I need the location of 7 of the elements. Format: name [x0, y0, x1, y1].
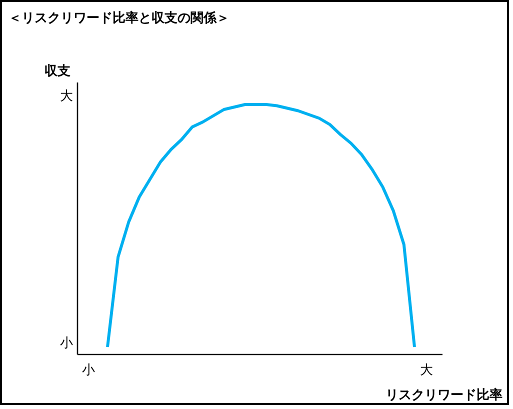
- text: 大: [60, 89, 73, 104]
- y-axis-title: 収支: [44, 64, 70, 79]
- chart-title: ＜リスクリワード比率と収支の関係＞: [8, 10, 230, 26]
- text: 小: [60, 336, 73, 351]
- text: 大: [420, 363, 433, 378]
- x-axis-title: リスクリワード比率: [386, 387, 502, 403]
- text: 小: [82, 363, 95, 378]
